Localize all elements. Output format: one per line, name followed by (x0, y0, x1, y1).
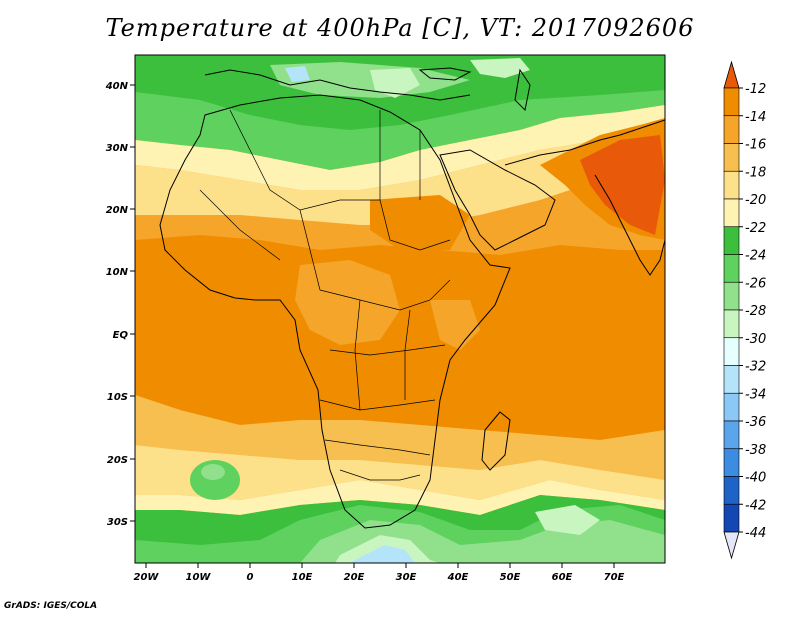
colorbar-segment (723, 503, 740, 533)
lon-label: 10W (186, 572, 212, 583)
colorbar-segment (723, 170, 740, 200)
colorbar-label: -28 (745, 304, 766, 319)
colorbar: -12 -14 -16 -18 -20 -22 -24 -26 -28 -30 -32 -34 -36 -… (723, 60, 766, 560)
colorbar-label: -38 (745, 443, 766, 458)
colorbar-label: -30 (745, 332, 766, 347)
colorbar-label: -42 (745, 498, 766, 513)
temperature-field (135, 55, 665, 563)
colorbar-segment (723, 281, 740, 311)
colorbar-segment (723, 365, 740, 394)
colorbar-label: -44 (745, 526, 766, 541)
colorbar-segment (723, 309, 740, 339)
lon-label: 40E (447, 572, 469, 583)
colorbar-top-arrow (723, 60, 740, 89)
colorbar-label: -34 (745, 387, 766, 402)
colorbar-segment (723, 143, 740, 172)
colorbar-label: -18 (745, 165, 766, 180)
colorbar-segment (723, 448, 740, 477)
colorbar-label: -20 (745, 193, 766, 208)
colorbar-label: -14 (745, 110, 766, 125)
map-title: Temperature at 400hPa [C], VT: 201709260… (105, 14, 695, 42)
colorbar-label: -24 (745, 249, 766, 264)
lat-label: 20S (107, 455, 128, 466)
lat-axis: 40N 30N 20N 10N EQ 10S 20S 30S (105, 81, 135, 528)
lat-label: 10S (107, 392, 128, 403)
lat-label: 20N (106, 205, 129, 216)
credit-text: GrADS: IGES/COLA (4, 601, 98, 611)
lon-label: 50E (500, 572, 521, 583)
lat-label: 10N (106, 267, 129, 278)
lat-label: EQ (113, 330, 129, 341)
colorbar-label: -22 (745, 221, 766, 236)
colorbar-label: -12 (745, 82, 766, 97)
colorbar-label: -32 (745, 360, 766, 375)
colorbar-segment (723, 226, 740, 255)
lon-label: 70E (604, 572, 625, 583)
plot-frame (134, 54, 666, 564)
colorbar-segment (723, 392, 740, 422)
colorbar-label: -26 (745, 276, 766, 291)
colorbar-bottom-arrow (723, 531, 740, 560)
coastline (159, 67, 665, 529)
lon-label: 0 (247, 572, 254, 583)
colorbar-label: -16 (745, 138, 766, 153)
lon-axis: 20W 10W 0 10E 20E 30E 40E 50E 60E 70E (134, 563, 625, 583)
colorbar-segment (723, 254, 740, 283)
colorbar-segment (723, 198, 740, 228)
colorbar-label: -36 (745, 415, 766, 430)
lat-label: 40N (105, 81, 129, 92)
colorbar-segment (723, 115, 740, 144)
borders (199, 109, 451, 481)
lon-label: 20W (134, 572, 160, 583)
colorbar-segment (723, 337, 740, 366)
lon-label: 10E (292, 572, 313, 583)
lon-label: 30E (396, 572, 417, 583)
colorbar-label: -40 (745, 471, 766, 486)
lon-label: 60E (552, 572, 573, 583)
lon-label: 20E (344, 572, 365, 583)
colorbar-segment (723, 420, 740, 450)
colorbar-segment (723, 476, 740, 505)
lat-label: 30N (106, 143, 129, 154)
colorbar-segment (723, 87, 740, 117)
lat-label: 30S (107, 517, 128, 528)
